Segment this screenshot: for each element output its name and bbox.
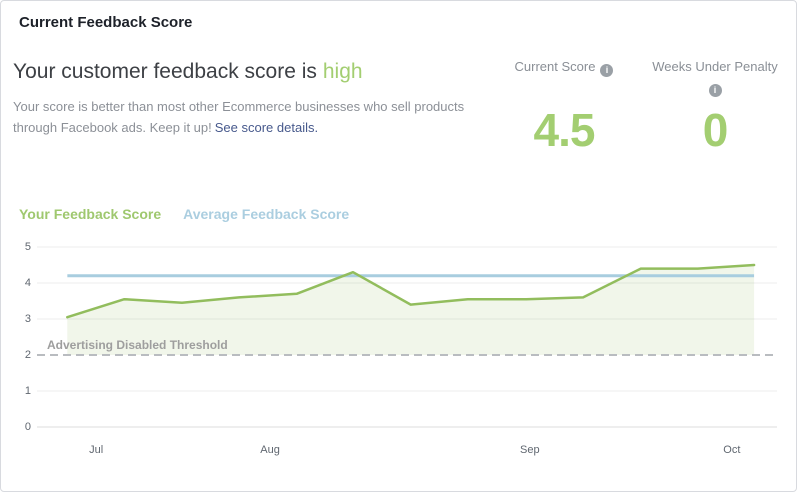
headline-text: Your customer feedback score is — [13, 60, 317, 83]
panel-title: Current Feedback Score — [19, 14, 193, 31]
current-score-label-row: Current Score i — [473, 59, 655, 77]
current-score-info-icon[interactable]: i — [600, 64, 614, 77]
feedback-score-chart: Advertising Disabled Threshold 5 4 3 2 1 0 Ju… — [1, 237, 797, 477]
current-score-label: Current Score — [514, 59, 596, 74]
y-axis-tick: 0 — [24, 421, 31, 433]
weeks-penalty-info-icon[interactable]: i — [708, 84, 722, 97]
y-axis-tick: 5 — [24, 241, 31, 253]
chart-legend: Your Feedback Score Average Feedback Sco… — [19, 206, 349, 222]
x-axis-tick: Aug — [260, 444, 280, 456]
y-axis-tick: 1 — [24, 385, 31, 397]
x-axis-tick: Sep — [520, 444, 540, 456]
your-score-area — [67, 265, 755, 355]
headline-score-level: high — [322, 60, 363, 83]
stat-weeks-under-penalty: Weeks Under Penalty i 0 — [635, 59, 795, 169]
see-score-details-link[interactable]: See score details. — [214, 120, 319, 135]
weeks-under-penalty-value: 0 — [702, 104, 729, 156]
legend-item-average-feedback-score: Average Feedback Score — [183, 206, 350, 222]
your-score-line — [66, 263, 756, 319]
x-axis-tick: Jul — [89, 444, 104, 456]
y-axis-tick: 3 — [24, 313, 31, 325]
y-axis-tick: 4 — [24, 277, 31, 289]
threshold-label: Advertising Disabled Threshold — [47, 338, 228, 352]
score-description: Your score is better than most other Eco… — [13, 96, 468, 138]
legend-item-your-feedback-score: Your Feedback Score — [19, 206, 162, 222]
stat-current-score: Current Score i 4.5 — [473, 59, 655, 169]
headline: Your customer feedback score is high — [13, 60, 363, 84]
x-axis-tick: Oct — [723, 444, 741, 456]
weeks-under-penalty-label: Weeks Under Penalty — [652, 59, 778, 74]
current-score-value: 4.5 — [533, 104, 596, 156]
weeks-penalty-info-row: i — [635, 78, 795, 97]
description-text: Your score is better than most other Eco… — [13, 99, 465, 135]
y-axis-tick: 2 — [24, 349, 31, 361]
chart-svg — [37, 246, 777, 428]
